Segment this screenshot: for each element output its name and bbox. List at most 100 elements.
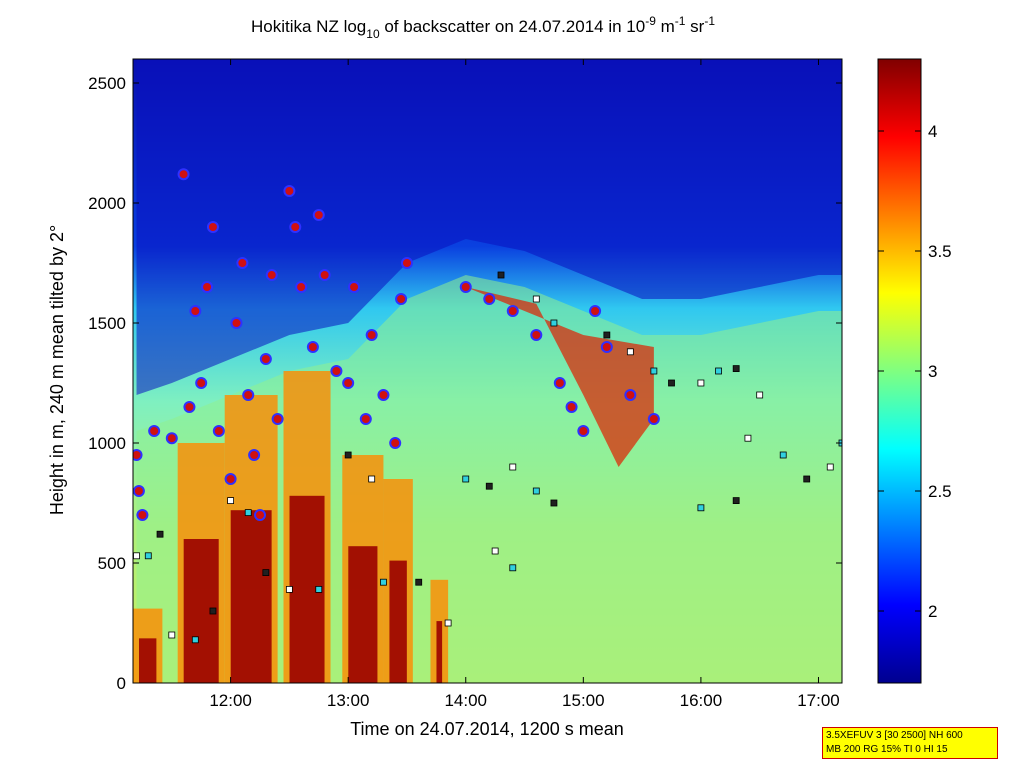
cloud-base-point xyxy=(624,389,637,401)
cloud-base-point xyxy=(359,413,372,425)
layer-height-point xyxy=(133,552,140,560)
layer-height-point xyxy=(550,319,558,327)
layer-height-point xyxy=(732,365,740,373)
very-strong-backscatter-zone xyxy=(389,560,407,683)
cloud-base-point xyxy=(236,257,249,269)
x-tick-label: 17:00 xyxy=(797,691,840,710)
cloud-base-point xyxy=(136,509,149,521)
cloud-base-point xyxy=(206,221,219,233)
y-axis-ticks: 0 500 1000 1500 2000 2500 xyxy=(88,74,842,693)
cloud-base-point xyxy=(242,389,255,401)
plot-frame xyxy=(132,58,843,684)
y-tick-label: 0 xyxy=(117,674,126,693)
y-tick-label: 1000 xyxy=(88,434,126,453)
y-tick-label: 1500 xyxy=(88,314,126,333)
very-strong-backscatter-zone xyxy=(230,510,272,683)
cloud-base-point xyxy=(365,329,378,341)
cloud-base-point xyxy=(318,269,331,281)
cloud-base-point xyxy=(289,221,302,233)
layer-height-point xyxy=(532,487,540,495)
x-tick-label: 12:00 xyxy=(209,691,252,710)
layer-height-point xyxy=(209,607,217,615)
cloud-base-point xyxy=(600,341,613,353)
layer-height-point xyxy=(532,295,540,303)
cloud-base-point xyxy=(283,185,296,197)
very-strong-backscatter-zone xyxy=(348,546,378,683)
info-line-2: MB 200 RG 15% TI 0 HI 15 xyxy=(826,744,948,755)
cloud-base-point xyxy=(312,209,325,221)
plot-area xyxy=(133,59,842,683)
cloud-base-point xyxy=(553,377,566,389)
colorbar-tick-label: 4 xyxy=(928,122,937,141)
layer-height-point xyxy=(144,552,152,560)
cloud-base-point xyxy=(212,425,225,437)
cloud-base-point xyxy=(459,281,472,293)
layer-height-point xyxy=(756,391,764,399)
x-tick-label: 16:00 xyxy=(680,691,723,710)
layer-height-point xyxy=(550,499,558,507)
colorbar-tick-label: 2.5 xyxy=(928,482,952,501)
layer-height-point xyxy=(491,547,499,555)
cloud-base-point xyxy=(148,425,161,437)
colorbar-tick-label: 2 xyxy=(928,602,937,621)
layer-height-point xyxy=(668,379,675,387)
backscatter-field xyxy=(133,59,842,683)
layer-height-point xyxy=(462,475,470,483)
layer-height-point xyxy=(444,619,452,627)
layer-height-point xyxy=(803,475,811,483)
layer-height-point xyxy=(315,586,323,593)
colorbar xyxy=(877,58,922,684)
very-strong-backscatter-zone xyxy=(436,621,443,683)
x-axis-label: Time on 24.07.2014, 1200 s mean xyxy=(350,719,624,739)
layer-height-point xyxy=(244,509,252,517)
layer-height-point xyxy=(485,482,493,490)
cloud-base-point xyxy=(389,437,402,449)
cloud-base-point xyxy=(330,365,343,377)
cloud-base-point xyxy=(647,413,660,425)
cloud-base-point xyxy=(577,425,590,437)
cloud-base-point xyxy=(271,413,284,425)
y-tick-label: 2500 xyxy=(88,74,126,93)
colorbar-tick-label: 3.5 xyxy=(928,242,952,261)
cloud-base-point xyxy=(565,401,578,413)
layer-height-point xyxy=(509,564,517,572)
cloud-base-point xyxy=(201,281,214,293)
layer-height-point xyxy=(697,504,705,512)
layer-height-point xyxy=(415,578,423,586)
cloud-base-point xyxy=(377,389,390,401)
layer-height-point xyxy=(732,497,740,505)
cloud-base-point xyxy=(306,341,319,353)
layer-height-point xyxy=(262,569,270,576)
y-tick-label: 2000 xyxy=(88,194,126,213)
colorbar-ticks: 2 2.5 3 3.5 4 xyxy=(878,122,952,621)
layer-height-point xyxy=(191,636,199,644)
x-axis-ticks: 12:00 13:00 14:00 15:00 16:00 17:00 xyxy=(209,59,840,710)
layer-height-point xyxy=(826,463,834,471)
cloud-base-point xyxy=(342,377,355,389)
layer-height-point xyxy=(227,497,234,505)
cloud-base-point xyxy=(483,293,496,305)
layer-height-point xyxy=(715,367,722,375)
cloud-base-point xyxy=(165,432,178,445)
cloud-base-point xyxy=(530,329,543,341)
cloud-base-point xyxy=(133,449,143,461)
x-tick-label: 14:00 xyxy=(444,691,487,710)
aerosol-layer-zone xyxy=(465,287,654,467)
layer-height-point xyxy=(285,586,293,593)
y-axis-label: Height in m, 240 m mean tilted by 2° xyxy=(47,225,67,515)
info-line-1: 3.5XEFUV 3 [30 2500] NH 600 xyxy=(826,730,963,741)
layer-height-point xyxy=(626,348,634,356)
cloud-base-point xyxy=(589,305,602,317)
settings-info-box: 3.5XEFUV 3 [30 2500] NH 600 MB 200 RG 15… xyxy=(822,727,998,759)
x-tick-label: 13:00 xyxy=(327,691,370,710)
cloud-base-point xyxy=(189,305,202,317)
x-tick-label: 15:00 xyxy=(562,691,605,710)
cloud-base-point xyxy=(177,168,190,181)
layer-height-point xyxy=(368,475,376,483)
y-tick-label: 500 xyxy=(98,554,126,573)
cloud-base-point xyxy=(295,281,308,293)
cloud-base-point xyxy=(506,305,519,317)
very-strong-backscatter-zone xyxy=(139,638,157,683)
cloud-base-point xyxy=(400,257,413,269)
